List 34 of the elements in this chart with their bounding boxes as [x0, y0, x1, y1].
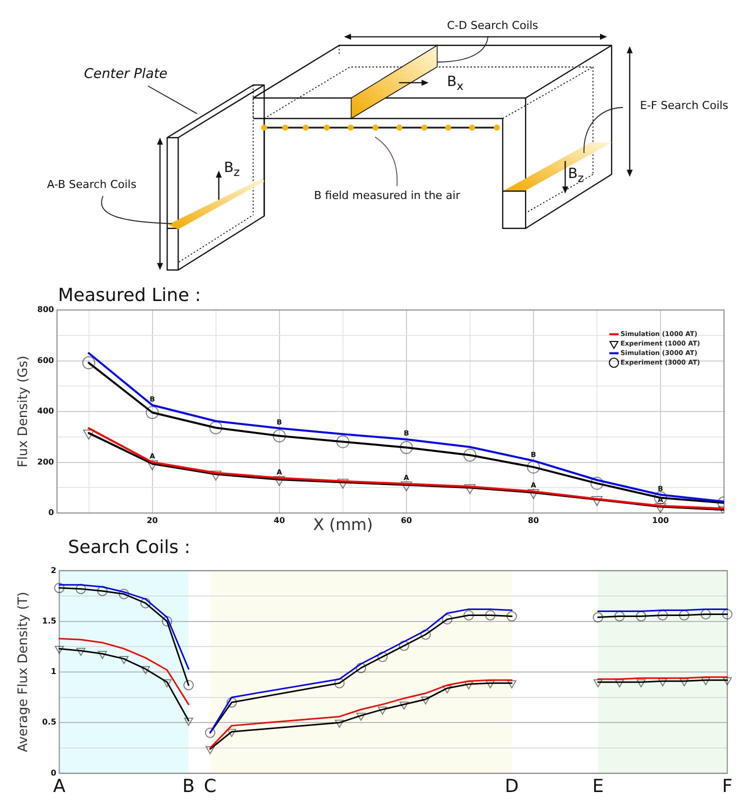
y-tick-label: 1.5: [42, 616, 57, 626]
x-tick-label: 40: [274, 516, 286, 525]
y-tick-label: 0: [48, 508, 54, 518]
chart-title: Search Coils :: [68, 537, 190, 559]
text: B field measured in the air: [314, 189, 460, 202]
x-tick-label: D: [504, 776, 519, 797]
x-tick-label: 60: [400, 516, 412, 525]
y-axis-title: Flux Density (Gs): [16, 356, 32, 468]
y-tick-label: 2: [50, 566, 56, 575]
x-tick-label: E: [592, 776, 604, 797]
chart-title: Measured Line :: [58, 285, 201, 307]
y-tick-label: 400: [37, 406, 54, 416]
x-axis-title: X (mm): [313, 515, 373, 534]
y-tick-label: 800: [37, 305, 54, 314]
text: B$_{x}$: [447, 74, 464, 93]
x-tick-label: 20: [146, 516, 158, 525]
text: A-B Search Coils: [47, 178, 136, 192]
text: C-D Search Coils: [447, 19, 538, 32]
x-tick-label: C: [204, 776, 216, 797]
text: Center Plate: [84, 66, 168, 82]
text: B$_{z}$: [568, 166, 584, 185]
y-tick-label: 0.5: [42, 718, 57, 727]
x-tick-label: B: [182, 776, 195, 797]
y-tick-label: 200: [37, 457, 54, 466]
text: E-F Search Coils: [640, 99, 728, 112]
y-tick-label: 1: [50, 667, 57, 676]
x-tick-label: A: [53, 776, 66, 797]
x-tick-label: 80: [528, 516, 540, 525]
text: B$_{z}$: [224, 160, 240, 179]
x-tick-label: F: [722, 776, 732, 797]
y-tick-label: 0: [50, 768, 57, 778]
y-axis-title: Average Flux Density (T): [16, 592, 32, 752]
y-tick-label: 600: [37, 356, 54, 365]
x-tick-label: 100: [652, 516, 670, 525]
